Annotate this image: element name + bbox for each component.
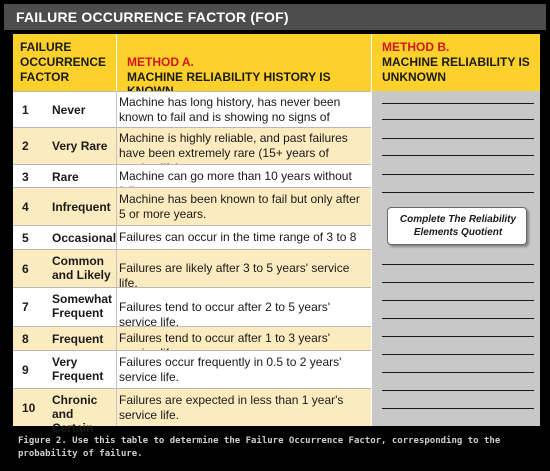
method-a-label: METHOD A. [127,55,194,69]
entry-line [382,264,534,265]
table-row: 4 Infrequent Machine has been known to f… [13,187,371,225]
entry-line [382,138,534,139]
title-bar: FAILURE OCCURRENCE FACTOR (FOF) [4,4,546,30]
entry-line [382,300,534,301]
method-b-column: Complete The Reliability Elements Quotie… [372,91,540,426]
row-number: 1 [22,103,29,117]
table-row: 1 Never Machine has long history, has ne… [13,91,371,139]
entry-line [382,390,534,391]
row-number: 9 [22,363,29,377]
entry-line [382,103,534,104]
row-description: Machine has been known to fail but only … [119,192,360,221]
row-description: Failures occur frequently in 0.5 to 2 ye… [119,355,342,384]
row-name: Common and Likely [52,254,111,282]
row-number: 2 [22,139,29,153]
entry-line [382,119,534,120]
table-row: 5 Occasional Failures can occur in the t… [13,225,371,259]
row-name: Rare [52,170,79,184]
entry-line [382,318,534,319]
entry-line [382,336,534,337]
row-name: Somewhat Frequent [52,292,113,320]
entry-line [382,155,534,156]
row-number: 5 [22,231,29,245]
entry-line [382,372,534,373]
row-number: 3 [22,170,29,184]
header-method-a: METHOD A. MACHINE RELIABILITY HISTORY IS… [117,34,371,98]
column-divider [116,91,117,426]
row-number: 4 [22,200,29,214]
fof-table: FAILURE OCCURRENCE FACTOR METHOD A. MACH… [13,34,540,435]
row-description: Failures are expected in less than 1 yea… [119,393,344,422]
table-row: 6 Common and Likely Failures are likely … [13,249,371,290]
figure-caption: Figure 2. Use this table to determine th… [18,436,501,459]
header-method-b: METHOD B. MACHINE RELIABILITY IS UNKNOWN [372,34,540,91]
entry-line [382,192,534,193]
table-row: 3 Rare Machine can go more than 10 years… [13,164,371,198]
header-fof: FAILURE OCCURRENCE FACTOR [13,34,116,91]
entry-line [382,408,534,409]
row-name: Chronic and Certain [52,393,98,435]
row-description: Failures are likely after 3 to 5 years' … [119,261,350,290]
row-description: Machine has long history, has never been… [119,95,341,139]
reliability-quotient-label: Complete The Reliability Elements Quotie… [399,214,517,238]
table-title: FAILURE OCCURRENCE FACTOR (FOF) [16,9,289,25]
table-row: 2 Very Rare Machine is highly reliable, … [13,127,371,175]
row-name: Frequent [52,332,104,346]
method-b-label: METHOD B. [382,40,450,54]
row-name: Occasional [52,231,117,245]
row-number: 10 [22,401,36,415]
row-description: Failures tend to occur after 2 to 5 year… [119,300,331,329]
entry-line [382,282,534,283]
row-name: Very Rare [52,139,108,153]
table-row: 7 Somewhat Frequent Failures tend to occ… [13,287,371,329]
row-number: 6 [22,262,29,276]
table-row: 8 Frequent Failures tend to occur after … [13,326,371,360]
table-row: 9 Very Frequent Failures occur frequentl… [13,350,371,388]
row-name: Very Frequent [52,355,104,383]
row-name: Never [52,103,86,117]
header-fof-label: FAILURE OCCURRENCE FACTOR [20,40,107,84]
row-number: 8 [22,332,29,346]
row-name: Infrequent [52,200,111,214]
table-row: 10 Chronic and Certain Failures are expe… [13,388,371,435]
entry-line [382,174,534,175]
method-b-title: MACHINE RELIABILITY IS UNKNOWN [382,55,530,84]
reliability-quotient-box: Complete The Reliability Elements Quotie… [387,207,527,245]
entry-line [382,354,534,355]
row-number: 7 [22,300,29,314]
